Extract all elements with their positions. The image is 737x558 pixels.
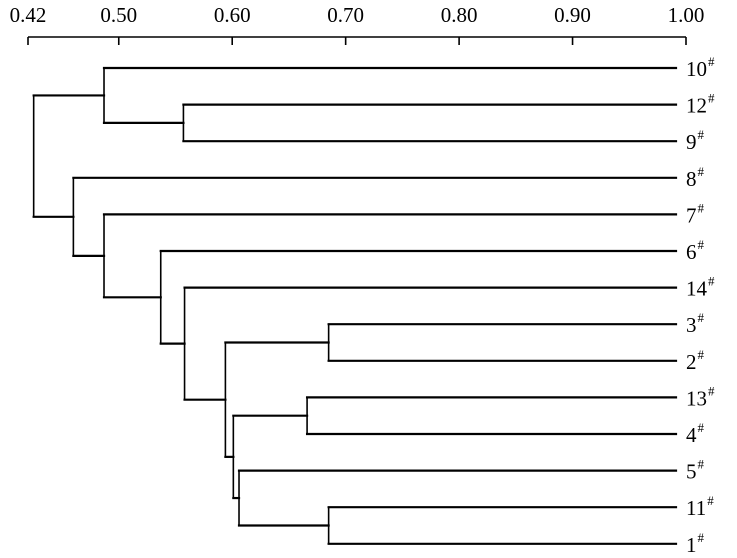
leaf-label-superscript: # bbox=[708, 54, 715, 69]
leaf-label: 1# bbox=[686, 530, 705, 557]
leaf-label: 9# bbox=[686, 127, 705, 154]
axis-tick-label: 0.70 bbox=[327, 3, 364, 27]
leaf-label: 7# bbox=[686, 200, 705, 227]
axis-tick-label: 0.80 bbox=[441, 3, 478, 27]
leaf-label: 4# bbox=[686, 420, 705, 447]
leaf-label-superscript: # bbox=[698, 200, 705, 215]
axis-tick-label: 0.60 bbox=[214, 3, 251, 27]
leaf-label-superscript: # bbox=[698, 530, 705, 545]
leaf-label-number: 3 bbox=[686, 313, 697, 337]
leaf-label-number: 10 bbox=[686, 57, 707, 81]
leaf-label: 13# bbox=[686, 383, 715, 410]
leaf-label-number: 7 bbox=[686, 203, 697, 227]
leaf-label-superscript: # bbox=[698, 237, 705, 252]
leaf-label-superscript: # bbox=[708, 383, 715, 398]
leaf-label: 12# bbox=[686, 91, 715, 118]
leaf-label-superscript: # bbox=[698, 347, 705, 362]
leaf-label-number: 2 bbox=[686, 350, 697, 374]
leaf-label-number: 1 bbox=[686, 533, 697, 557]
axis-tick-label: 1.00 bbox=[668, 3, 705, 27]
leaf-label: 5# bbox=[686, 457, 705, 484]
leaf-label-superscript: # bbox=[698, 457, 705, 472]
leaf-label-superscript: # bbox=[698, 127, 705, 142]
leaf-label: 10# bbox=[686, 54, 715, 81]
leaf-label: 14# bbox=[686, 274, 715, 301]
leaf-label-superscript: # bbox=[698, 164, 705, 179]
leaf-label-number: 12 bbox=[686, 94, 707, 118]
leaf-label-superscript: # bbox=[698, 420, 705, 435]
axis-tick-label: 0.42 bbox=[10, 3, 47, 27]
axis-tick-label: 0.50 bbox=[100, 3, 137, 27]
leaf-label: 2# bbox=[686, 347, 705, 374]
axis-tick-label: 0.90 bbox=[554, 3, 591, 27]
leaf-label-number: 4 bbox=[686, 423, 697, 447]
leaf-label: 3# bbox=[686, 310, 705, 337]
leaf-label: 8# bbox=[686, 164, 705, 191]
leaf-label-superscript: # bbox=[707, 493, 714, 508]
leaf-label-number: 11 bbox=[686, 496, 706, 520]
leaf-label-number: 6 bbox=[686, 240, 697, 264]
leaf-label-number: 5 bbox=[686, 460, 697, 484]
leaf-label: 6# bbox=[686, 237, 705, 264]
leaf-label-number: 9 bbox=[686, 130, 697, 154]
leaf-label: 11# bbox=[686, 493, 714, 520]
leaf-label-number: 13 bbox=[686, 386, 707, 410]
leaf-label-number: 14 bbox=[686, 277, 708, 301]
leaf-label-number: 8 bbox=[686, 167, 697, 191]
leaf-label-superscript: # bbox=[698, 310, 705, 325]
leaf-label-superscript: # bbox=[708, 91, 715, 106]
leaf-label-superscript: # bbox=[708, 274, 715, 289]
